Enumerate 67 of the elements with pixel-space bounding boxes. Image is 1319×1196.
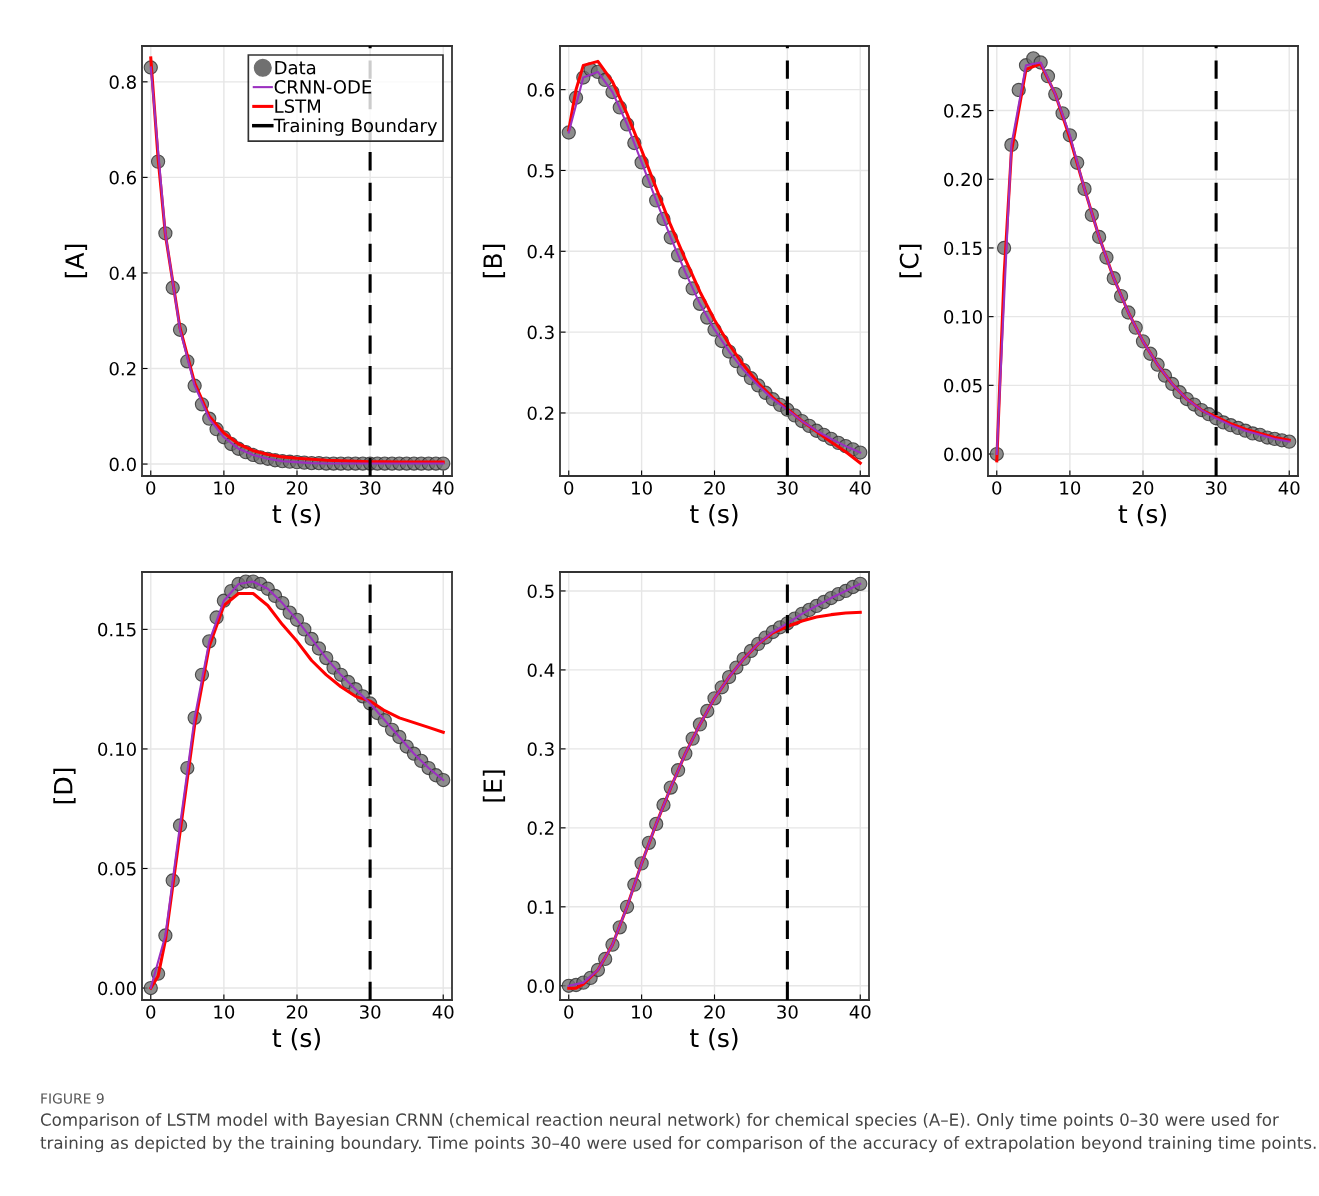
y-axis-title: [C] — [899, 244, 922, 278]
x-tick-label: 30 — [360, 481, 381, 495]
x-tick-label: 40 — [1278, 481, 1300, 495]
y-tick-label: 0.5 — [527, 584, 554, 599]
y-axis-title: [E] — [482, 770, 506, 802]
legend-label: CRNN-ODE — [274, 80, 372, 94]
y-axis-title: [A] — [64, 244, 88, 278]
y-axis-title: [D] — [53, 768, 76, 804]
y-tick-label: 0.3 — [527, 742, 554, 756]
x-axis-title: t (s) — [272, 503, 320, 527]
x-tick-label: 10 — [1060, 481, 1081, 495]
text: Comparison of LSTM model with Bayesian CRNN (chemical reaction neural network) for chemical species (A–E). Only time points 0–30 were used for training as depicted by the training boundary. Time points 30–40 were used for comparison of the accuracy of extrapolation beyond training time points. — [40, 1113, 1316, 1153]
y-tick-label: 0.15 — [944, 241, 982, 256]
y-tick-label: 0.6 — [109, 170, 136, 185]
y-tick-label: 0.05 — [944, 378, 982, 393]
x-axis-title: t (s) — [272, 1027, 320, 1051]
x-tick-label: 10 — [632, 481, 652, 495]
y-tick-label: 0.20 — [944, 172, 982, 187]
x-tick-label: 0 — [564, 1005, 574, 1019]
y-tick-label: 0.2 — [109, 361, 136, 376]
x-axis-title: t (s) — [690, 1027, 738, 1051]
x-tick-label: 40 — [432, 1005, 454, 1019]
y-tick-label: 0.8 — [109, 75, 136, 89]
x-tick-label: 0 — [146, 481, 156, 495]
x-axis-title: t (s) — [690, 503, 738, 527]
x-tick-label: 40 — [849, 1005, 871, 1019]
legend-label: Data — [275, 61, 316, 75]
y-tick-label: 0.0 — [527, 979, 554, 993]
x-tick-label: 20 — [704, 481, 725, 495]
x-tick-label: 20 — [1132, 481, 1154, 495]
x-tick-label: 30 — [1206, 481, 1227, 495]
y-tick-label: 0.1 — [527, 900, 554, 914]
x-tick-label: 30 — [777, 1005, 798, 1019]
y-tick-label: 0.2 — [527, 406, 554, 421]
legend-label: LSTM — [275, 99, 320, 113]
x-tick-label: 20 — [704, 1005, 725, 1019]
y-tick-label: 0.05 — [98, 861, 136, 876]
y-tick-label: 0.4 — [109, 266, 137, 281]
y-tick-label: 0.00 — [944, 447, 982, 462]
x-tick-label: 0 — [564, 481, 574, 495]
x-tick-label: 40 — [849, 481, 871, 495]
y-tick-label: 0.00 — [98, 981, 136, 996]
x-tick-label: 10 — [214, 1005, 235, 1019]
y-tick-label: 0.15 — [98, 622, 136, 637]
x-tick-label: 30 — [777, 481, 798, 495]
y-axis-title: [B] — [482, 244, 506, 278]
x-axis-title: t (s) — [1118, 503, 1166, 527]
caption: FIGURE 9 — [41, 1093, 104, 1104]
y-tick-label: 0.3 — [527, 325, 554, 340]
y-tick-label: 0.4 — [527, 663, 555, 678]
y-tick-label: 0.25 — [944, 104, 982, 118]
y-tick-label: 0.0 — [109, 457, 136, 472]
x-tick-label: 0 — [992, 481, 1002, 495]
x-tick-label: 10 — [632, 1005, 652, 1019]
x-tick-label: 20 — [286, 481, 308, 495]
y-tick-label: 0.6 — [527, 83, 554, 97]
x-tick-label: 0 — [146, 1005, 156, 1019]
y-tick-label: 0.10 — [98, 742, 136, 757]
y-tick-label: 0.10 — [944, 310, 982, 324]
x-tick-label: 20 — [286, 1005, 308, 1019]
ref-line-label: Training Boundary — [273, 118, 438, 136]
y-tick-label: 0.5 — [527, 163, 554, 178]
y-tick-label: 0.2 — [527, 821, 554, 835]
x-tick-label: 40 — [432, 481, 454, 495]
x-tick-label: 10 — [214, 481, 235, 495]
x-tick-label: 30 — [360, 1005, 381, 1019]
y-tick-label: 0.4 — [527, 244, 555, 259]
